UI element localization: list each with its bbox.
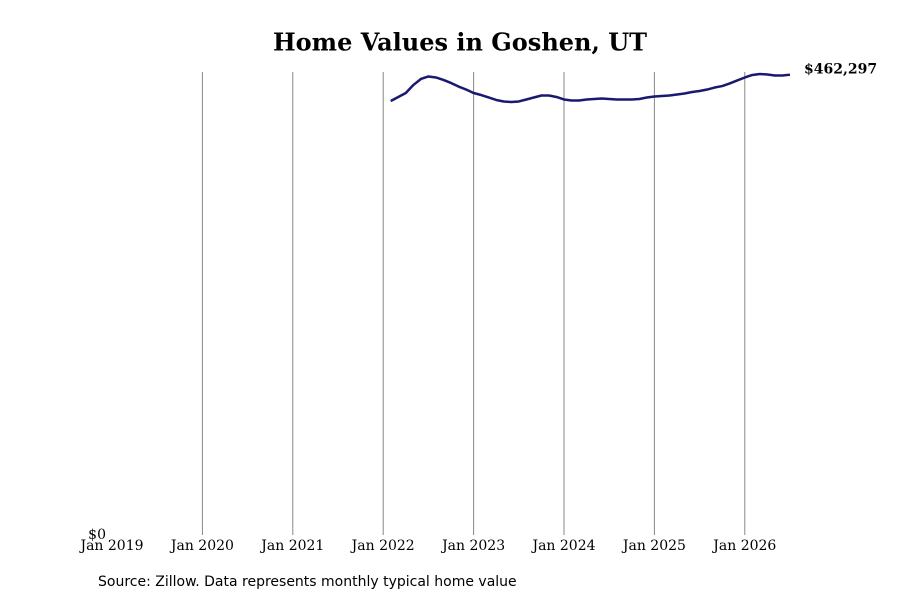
chart-title: Home Values in Goshen, UT — [273, 28, 647, 57]
y-tick-label: $0 — [88, 527, 106, 543]
x-tick-label: Jan 2019 — [78, 538, 143, 554]
source-note: Source: Zillow. Data represents monthly … — [98, 574, 517, 590]
x-tick-label: Jan 2025 — [621, 538, 686, 554]
line-series — [390, 72, 791, 104]
end-value-label: $462,297 — [804, 62, 877, 78]
x-tick-label: Jan 2022 — [350, 538, 415, 554]
x-tick-label: Jan 2026 — [711, 538, 776, 554]
x-tick-label: Jan 2024 — [530, 538, 595, 554]
x-tick-label: Jan 2023 — [440, 538, 505, 554]
x-tick-label: Jan 2020 — [169, 538, 234, 554]
x-tick-label: Jan 2021 — [259, 538, 324, 554]
